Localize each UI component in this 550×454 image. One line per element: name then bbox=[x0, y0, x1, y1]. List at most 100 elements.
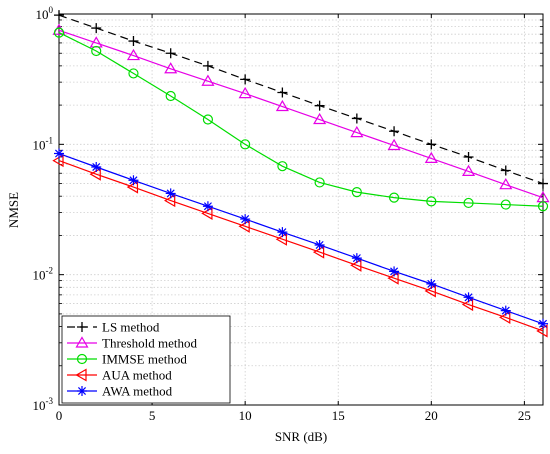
legend-label: AWA method bbox=[102, 384, 173, 399]
data-point bbox=[537, 201, 549, 212]
data-point bbox=[126, 48, 141, 61]
data-point bbox=[500, 165, 511, 176]
data-point bbox=[165, 48, 176, 59]
data-point bbox=[463, 292, 474, 303]
y-tick-label: 10-1 bbox=[33, 135, 54, 152]
data-point bbox=[240, 74, 251, 85]
data-point bbox=[500, 199, 511, 210]
legend-label: Threshold method bbox=[102, 336, 197, 351]
series-aua-method bbox=[52, 154, 548, 338]
legend-marker bbox=[75, 368, 87, 382]
series-awa-method bbox=[54, 148, 548, 329]
data-point bbox=[238, 86, 252, 99]
data-point bbox=[201, 206, 213, 220]
data-point bbox=[201, 74, 215, 86]
data-point bbox=[424, 284, 436, 298]
legend-item: AWA method bbox=[67, 384, 173, 399]
x-tick-label: 10 bbox=[239, 408, 252, 423]
data-point bbox=[275, 232, 287, 246]
data-point bbox=[389, 126, 400, 137]
data-point bbox=[463, 151, 474, 162]
data-point bbox=[89, 167, 101, 181]
x-tick-label: 5 bbox=[149, 408, 156, 423]
data-point bbox=[53, 27, 65, 38]
data-point bbox=[54, 148, 64, 159]
data-point bbox=[500, 305, 511, 316]
data-point bbox=[277, 87, 288, 98]
data-point bbox=[202, 114, 214, 125]
legend-item: AUA method bbox=[67, 368, 172, 383]
series-immse-method bbox=[53, 27, 549, 212]
series-threshold-method bbox=[52, 23, 550, 203]
x-tick-label: 20 bbox=[425, 408, 438, 423]
data-point bbox=[499, 178, 513, 190]
data-point bbox=[164, 62, 178, 74]
data-point bbox=[387, 271, 399, 285]
data-point bbox=[202, 201, 213, 212]
series-line bbox=[58, 32, 544, 207]
data-point bbox=[538, 318, 548, 329]
legend-label: LS method bbox=[102, 320, 160, 335]
y-axis-label: NMSE bbox=[6, 192, 21, 228]
y-tick-label: 10-3 bbox=[33, 396, 54, 413]
series-line bbox=[58, 14, 544, 185]
data-point bbox=[277, 161, 288, 172]
legend-label: IMMSE method bbox=[102, 352, 187, 367]
data-point bbox=[240, 139, 251, 150]
data-point bbox=[314, 239, 325, 250]
data-point bbox=[351, 253, 362, 264]
series-line bbox=[58, 29, 544, 199]
series-line bbox=[58, 152, 544, 325]
data-point bbox=[389, 266, 400, 277]
series-ls-method bbox=[54, 10, 548, 189]
data-point bbox=[314, 100, 325, 111]
data-point bbox=[313, 112, 327, 125]
data-point bbox=[277, 227, 288, 238]
legend-item: IMMSE method bbox=[67, 352, 187, 367]
x-axis-label: SNR (dB) bbox=[275, 429, 327, 444]
data-point bbox=[351, 187, 362, 198]
data-point bbox=[240, 214, 251, 225]
legend-marker bbox=[77, 386, 87, 396]
data-point bbox=[351, 113, 362, 124]
data-point bbox=[54, 10, 64, 21]
y-tick-label: 100 bbox=[36, 5, 54, 22]
data-point bbox=[499, 310, 511, 324]
data-point bbox=[350, 125, 364, 138]
grid bbox=[59, 14, 543, 405]
series-group bbox=[52, 10, 550, 338]
legend-marker bbox=[75, 336, 89, 348]
y-tick-label: 10-2 bbox=[33, 266, 54, 283]
data-point bbox=[426, 278, 437, 289]
x-tick-label: 15 bbox=[332, 408, 345, 423]
data-point bbox=[350, 258, 362, 272]
data-point bbox=[461, 297, 474, 312]
data-point bbox=[387, 138, 401, 151]
data-point bbox=[538, 178, 548, 189]
axis-ticks: 0 5 10 15 20 25 100 10-1 10-2 10-3 bbox=[33, 5, 543, 423]
data-point bbox=[424, 151, 438, 163]
axis-labels: SNR (dB) NMSE bbox=[6, 192, 327, 444]
data-point bbox=[238, 219, 250, 233]
data-point bbox=[165, 90, 176, 102]
x-tick-label: 25 bbox=[518, 408, 531, 423]
data-point bbox=[536, 324, 548, 338]
data-point bbox=[463, 197, 474, 209]
data-point bbox=[388, 192, 400, 203]
data-point bbox=[52, 23, 66, 35]
legend-marker bbox=[76, 353, 88, 365]
legend-item: LS method bbox=[67, 320, 160, 335]
data-point bbox=[128, 175, 139, 186]
data-point bbox=[461, 164, 476, 176]
legend-marker bbox=[77, 322, 87, 332]
data-point bbox=[312, 245, 325, 259]
legend-item: Threshold method bbox=[67, 336, 197, 351]
data-point bbox=[91, 23, 102, 34]
x-tick-label: 0 bbox=[56, 408, 63, 423]
data-point bbox=[163, 194, 176, 208]
data-point bbox=[91, 162, 102, 173]
data-point bbox=[426, 139, 437, 150]
